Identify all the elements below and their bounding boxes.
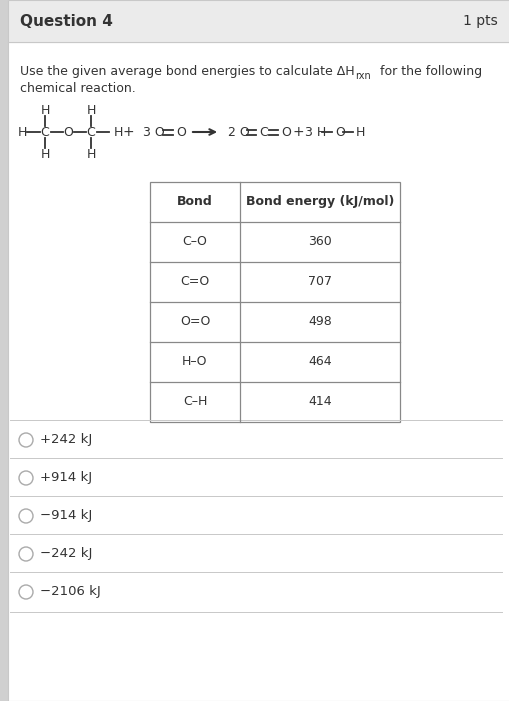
Text: O: O <box>280 125 290 139</box>
Text: 2 O: 2 O <box>228 125 249 139</box>
Text: −2106 kJ: −2106 kJ <box>40 585 101 599</box>
Text: O: O <box>63 125 73 139</box>
Text: Bond energy (kJ/mol): Bond energy (kJ/mol) <box>245 196 393 208</box>
Text: +: + <box>293 125 304 139</box>
Text: +914 kJ: +914 kJ <box>40 472 92 484</box>
Text: 414: 414 <box>307 395 331 409</box>
Bar <box>0 0 8 701</box>
Text: H: H <box>40 147 49 161</box>
Text: 360: 360 <box>307 236 331 248</box>
Text: H: H <box>40 104 49 116</box>
Text: C: C <box>87 125 95 139</box>
Text: H: H <box>114 125 123 139</box>
Text: −242 kJ: −242 kJ <box>40 547 92 561</box>
Bar <box>8 0 509 42</box>
Text: chemical reaction.: chemical reaction. <box>20 81 135 95</box>
Text: 464: 464 <box>307 355 331 369</box>
Text: H: H <box>86 147 96 161</box>
Text: O=O: O=O <box>180 315 210 329</box>
Text: H: H <box>86 104 96 116</box>
Text: O: O <box>176 125 185 139</box>
Text: +242 kJ: +242 kJ <box>40 433 92 447</box>
Text: rxn: rxn <box>354 71 370 81</box>
Text: O: O <box>334 125 344 139</box>
Bar <box>150 182 399 422</box>
Text: C=O: C=O <box>180 275 209 289</box>
Text: H: H <box>18 125 27 139</box>
Text: 707: 707 <box>307 275 331 289</box>
Text: 3 H: 3 H <box>304 125 326 139</box>
Text: −914 kJ: −914 kJ <box>40 510 92 522</box>
Text: C: C <box>41 125 49 139</box>
Text: 1 pts: 1 pts <box>462 14 497 28</box>
Text: 3 O: 3 O <box>143 125 164 139</box>
Text: for the following: for the following <box>375 65 481 79</box>
Text: C: C <box>259 125 267 139</box>
Text: Question 4: Question 4 <box>20 13 112 29</box>
Text: Bond: Bond <box>177 196 212 208</box>
Text: C–O: C–O <box>182 236 207 248</box>
Text: Use the given average bond energies to calculate ΔH: Use the given average bond energies to c… <box>20 65 354 79</box>
Text: C–H: C–H <box>182 395 207 409</box>
Text: H: H <box>355 125 364 139</box>
Text: +: + <box>122 125 133 139</box>
Text: 498: 498 <box>307 315 331 329</box>
Text: H–O: H–O <box>182 355 207 369</box>
